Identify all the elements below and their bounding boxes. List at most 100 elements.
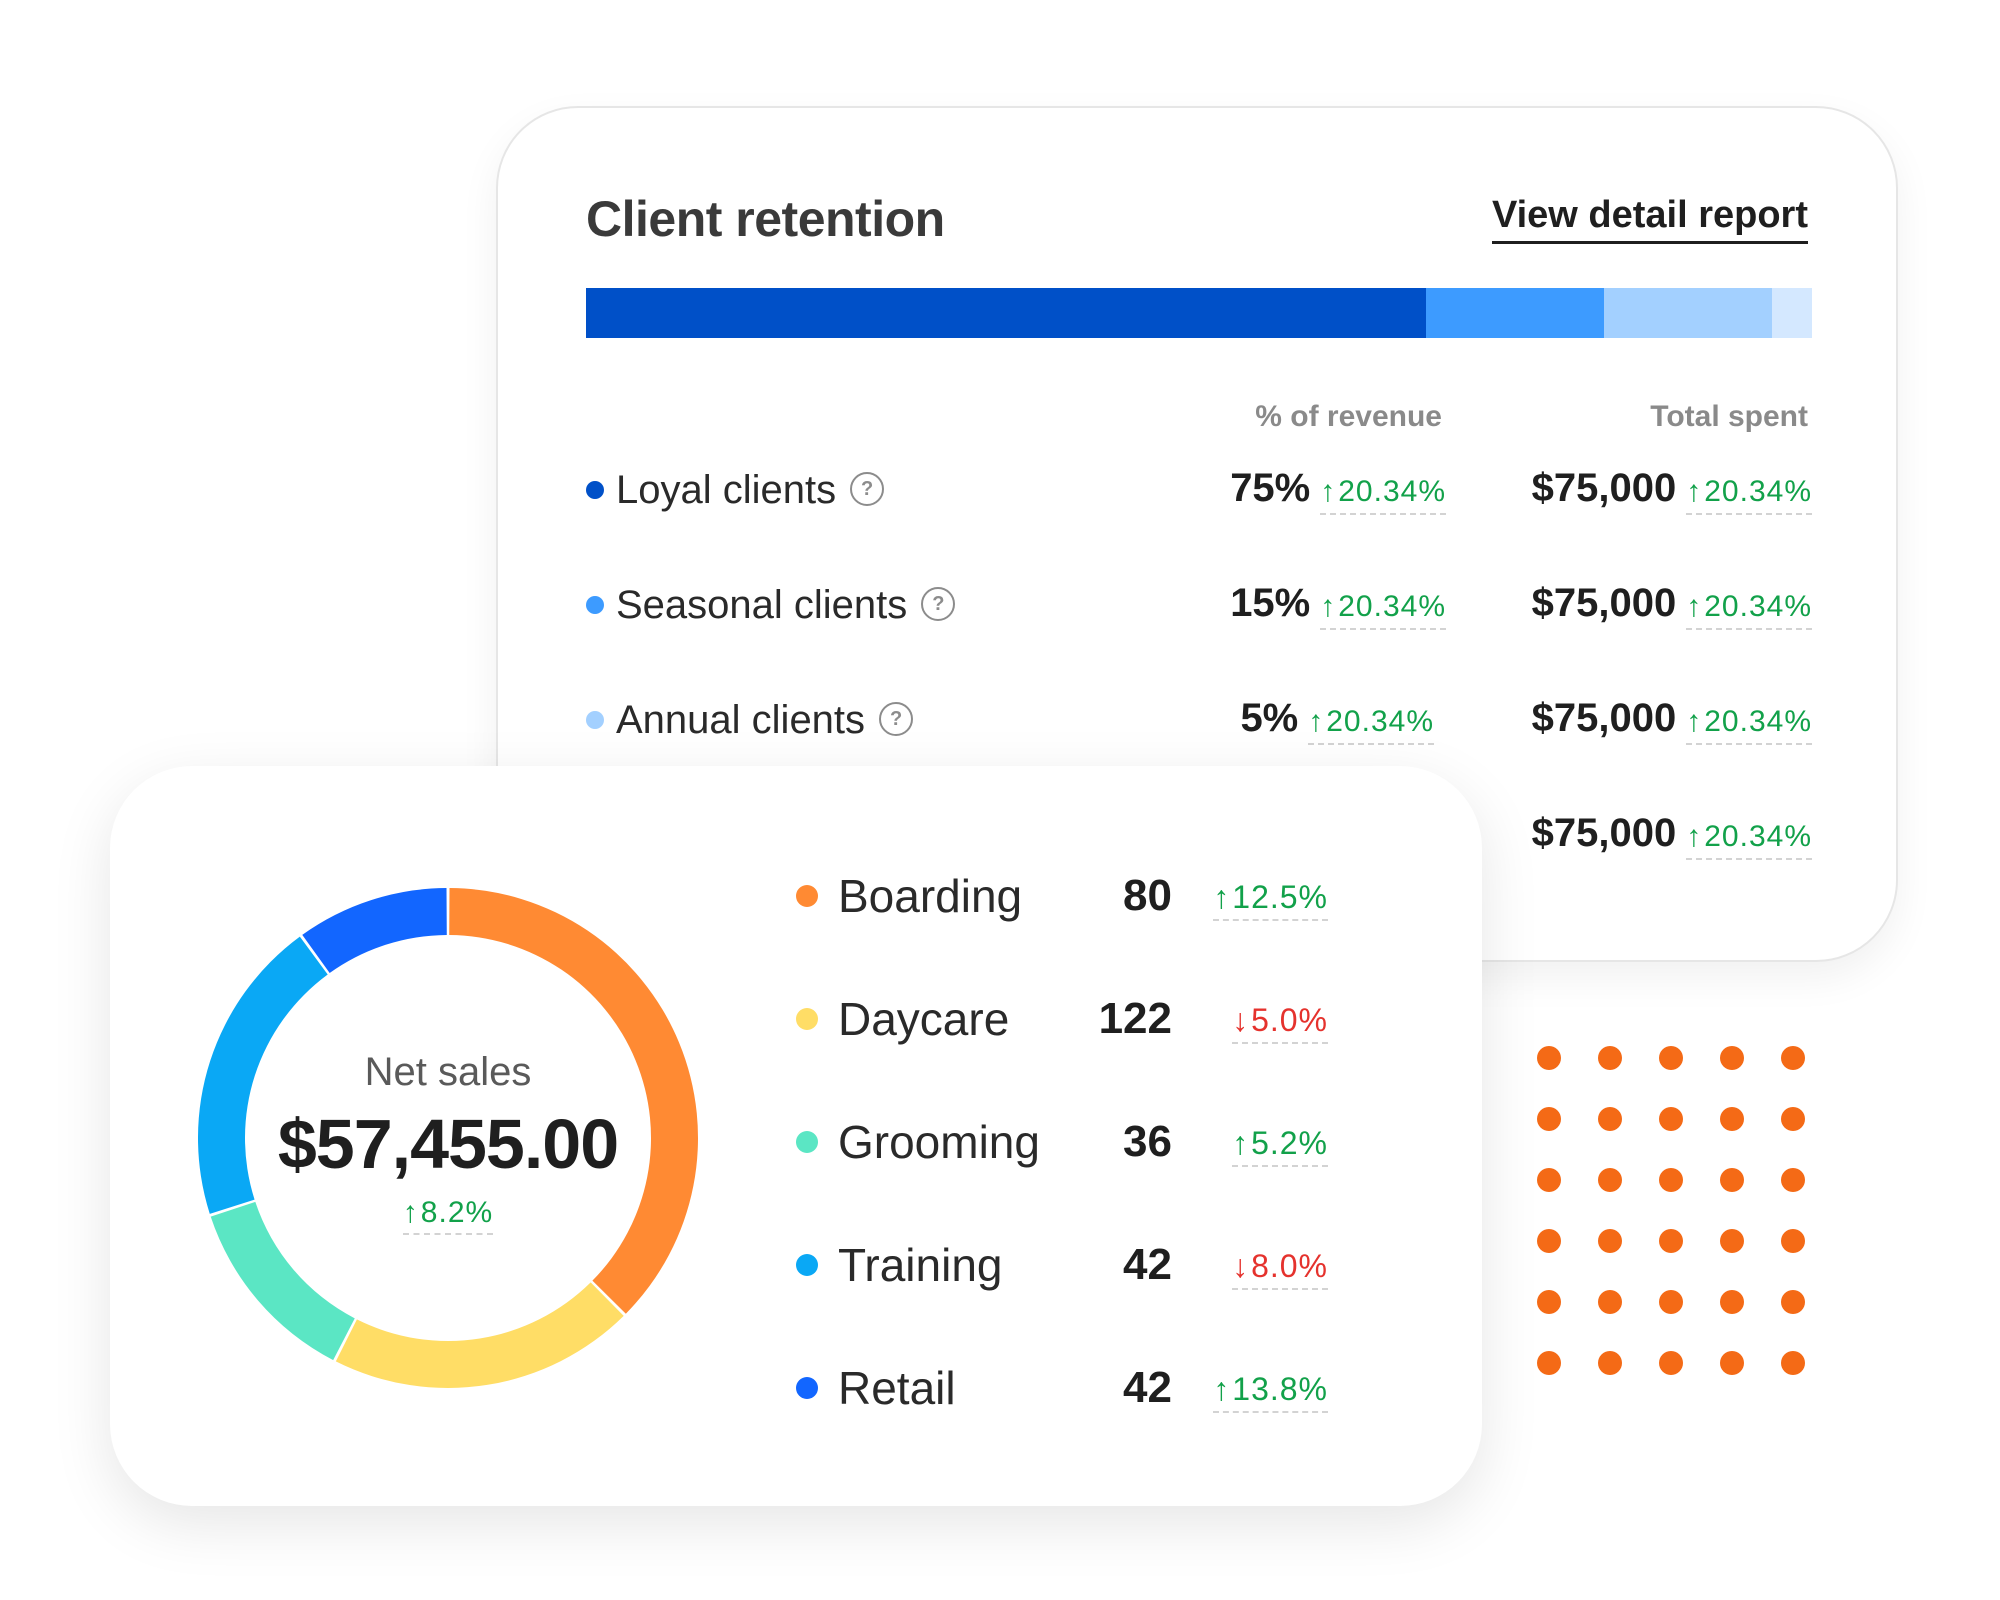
category-trend: ↑5.2% [1232,1125,1328,1167]
decorative-dot [1720,1351,1744,1375]
decorative-dot [1598,1168,1622,1192]
arrow-down-icon: ↓ [1232,1002,1250,1038]
annual-spent: $75,000 ↑20.34% [1532,696,1812,745]
spent-value: $75,000 [1531,696,1677,740]
decorative-dots [1476,1046,1805,1375]
training-dot [796,1254,818,1276]
stack-segment-annual [1603,288,1772,338]
arrow-up-icon: ↑ [1686,475,1703,508]
decorative-dot [1598,1046,1622,1070]
category-row-retail: Retail 42 ↑13.8% [796,1353,1416,1423]
spent-value: $75,000 [1531,811,1677,855]
decorative-dot [1720,1046,1744,1070]
arrow-up-icon: ↑ [1308,705,1325,738]
revenue-column-header: % of revenue [1255,400,1442,433]
decorative-dot [1781,1290,1805,1314]
decorative-dot [1537,1229,1561,1253]
net-sales-value: $57,455.00 [277,1105,619,1183]
daycare-dot [796,1008,818,1030]
spent-value: $75,000 [1531,466,1677,510]
stack-segment-other [1771,288,1812,338]
arrow-up-icon: ↑ [1686,590,1703,623]
net-sales-card: Net sales $57,455.00 ↑8.2% Boarding 80 ↑… [110,766,1482,1506]
retention-row-seasonal: Seasonal clients? 15% ↑20.34% $75,000 ↑2… [586,575,1812,635]
retention-row-annual: Annual clients? 5% ↑20.34% $75,000 ↑20.3… [586,690,1812,750]
category-label: Retail [838,1362,956,1414]
loyal-label: Loyal clients [616,468,837,512]
retail-dot [796,1377,818,1399]
question-mark-icon[interactable]: ? [921,587,956,622]
spent-trend: ↑20.34% [1686,590,1812,630]
category-count: 36 [1123,1117,1172,1166]
category-count: 122 [1098,994,1172,1043]
category-label: Training [838,1239,1003,1291]
decorative-dot [1720,1107,1744,1131]
decorative-dot [1537,1168,1561,1192]
decorative-dot [1598,1107,1622,1131]
donut-segment-retail[interactable] [302,888,447,974]
decorative-dot [1781,1229,1805,1253]
retention-title: Client retention [586,191,945,247]
retention-row-loyal: Loyal clients? 75% ↑20.34% $75,000 ↑20.3… [586,460,1812,520]
decorative-dot [1659,1107,1683,1131]
revenue-value: 75% [1230,466,1311,510]
decorative-dot [1537,1107,1561,1131]
retention-stacked-bar [586,288,1812,338]
view-detail-report-link[interactable]: View detail report [1491,194,1808,244]
spent-column-header: Total spent [1650,400,1808,433]
category-trend: ↓5.0% [1232,1002,1328,1044]
donut-segment-daycare[interactable] [335,1282,624,1388]
decorative-dot [1598,1229,1622,1253]
arrow-down-icon: ↓ [1232,1248,1250,1284]
loyal-dot [586,481,604,499]
category-row-boarding: Boarding 80 ↑12.5% [796,861,1416,931]
decorative-dot [1781,1046,1805,1070]
category-row-daycare: Daycare 122 ↓5.0% [796,984,1416,1054]
question-mark-icon[interactable]: ? [879,702,914,737]
annual-dot [586,711,604,729]
revenue-trend: ↑20.34% [1320,590,1446,630]
spent-trend: ↑20.34% [1686,705,1812,745]
category-row-training: Training 42 ↓8.0% [796,1230,1416,1300]
spent-trend: ↑20.34% [1686,475,1812,515]
other-spent: $75,000 ↑20.34% [1532,811,1812,860]
arrow-up-icon: ↑ [1320,475,1337,508]
category-trend: ↑12.5% [1213,879,1328,921]
decorative-dot [1781,1168,1805,1192]
donut-segment-grooming[interactable] [210,1201,355,1361]
decorative-dot [1781,1351,1805,1375]
arrow-up-icon: ↑ [1686,705,1703,738]
decorative-dot [1537,1046,1561,1070]
question-mark-icon[interactable]: ? [850,472,885,507]
loyal-spent: $75,000 ↑20.34% [1532,466,1812,515]
decorative-dot [1720,1168,1744,1192]
decorative-dot [1659,1168,1683,1192]
category-trend: ↑13.8% [1213,1371,1328,1413]
net-sales-donut-chart [197,888,699,1388]
donut-segment-boarding[interactable] [449,888,699,1314]
decorative-dot [1720,1229,1744,1253]
revenue-trend: ↑20.34% [1320,475,1446,515]
loyal-revenue: 75% ↑20.34% [1230,466,1446,515]
decorative-dot [1598,1290,1622,1314]
spent-trend: ↑20.34% [1686,820,1812,860]
seasonal-spent: $75,000 ↑20.34% [1532,581,1812,630]
donut-segment-training[interactable] [197,936,328,1214]
stack-segment-seasonal [1425,288,1604,338]
boarding-dot [796,885,818,907]
annual-revenue: 5% ↑20.34% [1240,696,1434,745]
category-count: 80 [1123,871,1172,920]
decorative-dot [1659,1229,1683,1253]
seasonal-label: Seasonal clients [616,583,908,627]
decorative-dot [1659,1046,1683,1070]
arrow-up-icon: ↑ [1320,590,1337,623]
category-label: Boarding [838,870,1023,922]
revenue-trend: ↑20.34% [1308,705,1434,745]
decorative-dot [1537,1351,1561,1375]
decorative-dot [1659,1351,1683,1375]
arrow-up-icon: ↑ [1213,879,1231,915]
net-sales-trend: ↑8.2% [402,1196,494,1235]
retention-row-other: $75,000 ↑20.34% [586,805,1812,865]
donut-center: Net sales $57,455.00 ↑8.2% [188,878,708,1398]
arrow-up-icon: ↑ [1232,1125,1250,1161]
